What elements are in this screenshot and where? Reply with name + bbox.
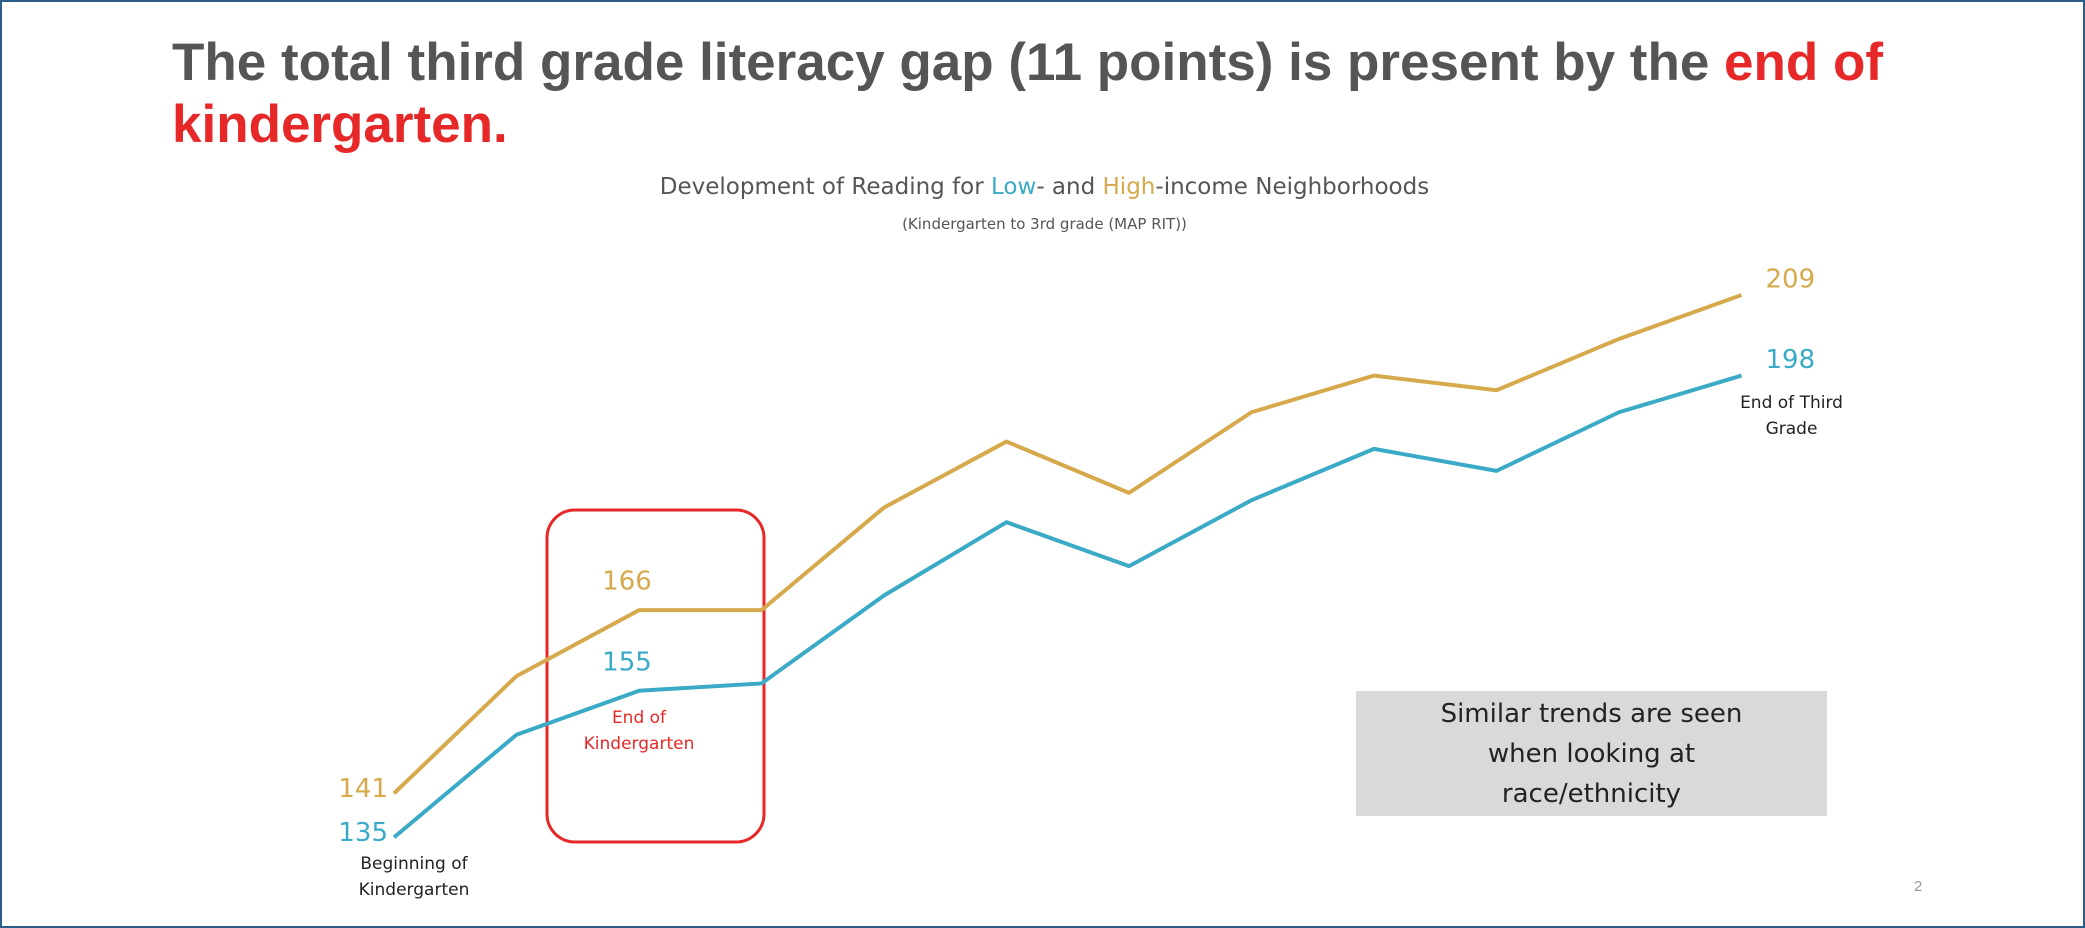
value-label: 141 bbox=[338, 774, 388, 804]
category-label: End of Kindergarten bbox=[583, 707, 695, 754]
subtitle-text: - and bbox=[1036, 174, 1103, 200]
subtitle-text: Development of Reading for bbox=[659, 174, 992, 200]
category-label: End of Third Grade bbox=[1740, 392, 1843, 439]
title: The total third grade literacy gap (11 p… bbox=[172, 32, 2032, 156]
value-label: 209 bbox=[1766, 264, 1816, 294]
title-emphasis: end of kindergarten. bbox=[172, 33, 1884, 154]
title-text: The total third grade literacy gap (11 p… bbox=[172, 33, 1725, 92]
subtitle-text: -income Neighborhoods bbox=[1155, 174, 1430, 200]
subsubtitle: (Kindergarten to 3rd grade (MAP RIT)) bbox=[902, 215, 1187, 233]
highlight-box bbox=[545, 508, 766, 844]
value-label: 166 bbox=[602, 567, 652, 597]
category-label: Beginning of Kindergarten bbox=[358, 854, 470, 901]
note: Similar trends are seen when looking at … bbox=[1356, 691, 1827, 816]
line bbox=[392, 373, 1743, 839]
line bbox=[392, 293, 1743, 795]
series-name: High bbox=[1102, 174, 1156, 200]
subtitle: Development of Reading for Low- and High… bbox=[2, 174, 2083, 200]
value-label: 155 bbox=[602, 647, 652, 677]
series-name: Low bbox=[991, 174, 1037, 200]
value-label: 135 bbox=[338, 818, 388, 848]
page-number: 2 bbox=[1914, 878, 1923, 895]
value-label: 198 bbox=[1766, 345, 1816, 375]
